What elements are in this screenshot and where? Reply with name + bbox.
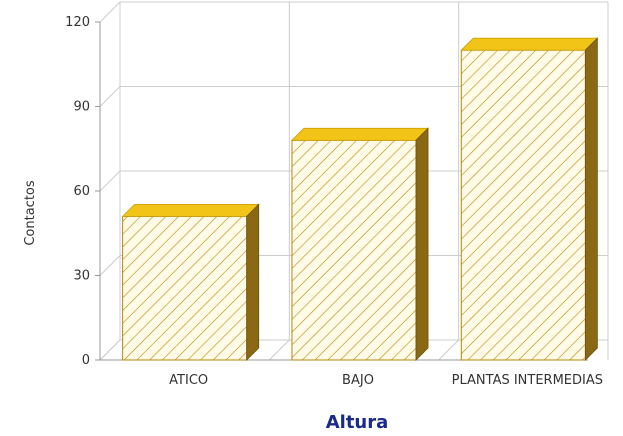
labels: 0 30 60 90 120 ATICO BAJO PLANTAS INTERMEDIAS <box>65 15 603 388</box>
bar-side-2 <box>584 37 598 361</box>
bars <box>121 37 599 361</box>
bar-side-1 <box>415 127 429 361</box>
grid-diag-3 <box>99 86 121 107</box>
y-axis-title: Contactos <box>23 180 38 246</box>
bar-top-1 <box>290 127 430 141</box>
x-axis-title: Altura <box>326 412 389 433</box>
y-tick-label-1: 30 <box>73 269 90 284</box>
bar-1 <box>291 139 417 361</box>
bar-0 <box>122 215 248 361</box>
floor-diag-0 <box>99 339 121 361</box>
y-tick-label-4: 120 <box>65 15 90 30</box>
grid-diag-4 <box>99 1 121 23</box>
grid-diag-2 <box>99 170 121 192</box>
grid-diag-1 <box>99 255 121 276</box>
bar-top-0 <box>121 203 260 217</box>
x-tick-label-1: BAJO <box>342 373 374 388</box>
bar-top-2 <box>460 37 599 51</box>
floor-diag-1 <box>268 339 290 361</box>
y-tick-label-2: 60 <box>73 184 90 199</box>
y-tick-label-3: 90 <box>73 100 90 115</box>
bar-2 <box>460 49 586 361</box>
x-tick-label-0: ATICO <box>169 373 208 388</box>
floor-diag-2 <box>438 339 460 361</box>
x-tick-label-2: PLANTAS INTERMEDIAS <box>452 373 603 388</box>
y-tick-label-0: 0 <box>82 353 90 368</box>
bar-side-0 <box>246 203 260 361</box>
